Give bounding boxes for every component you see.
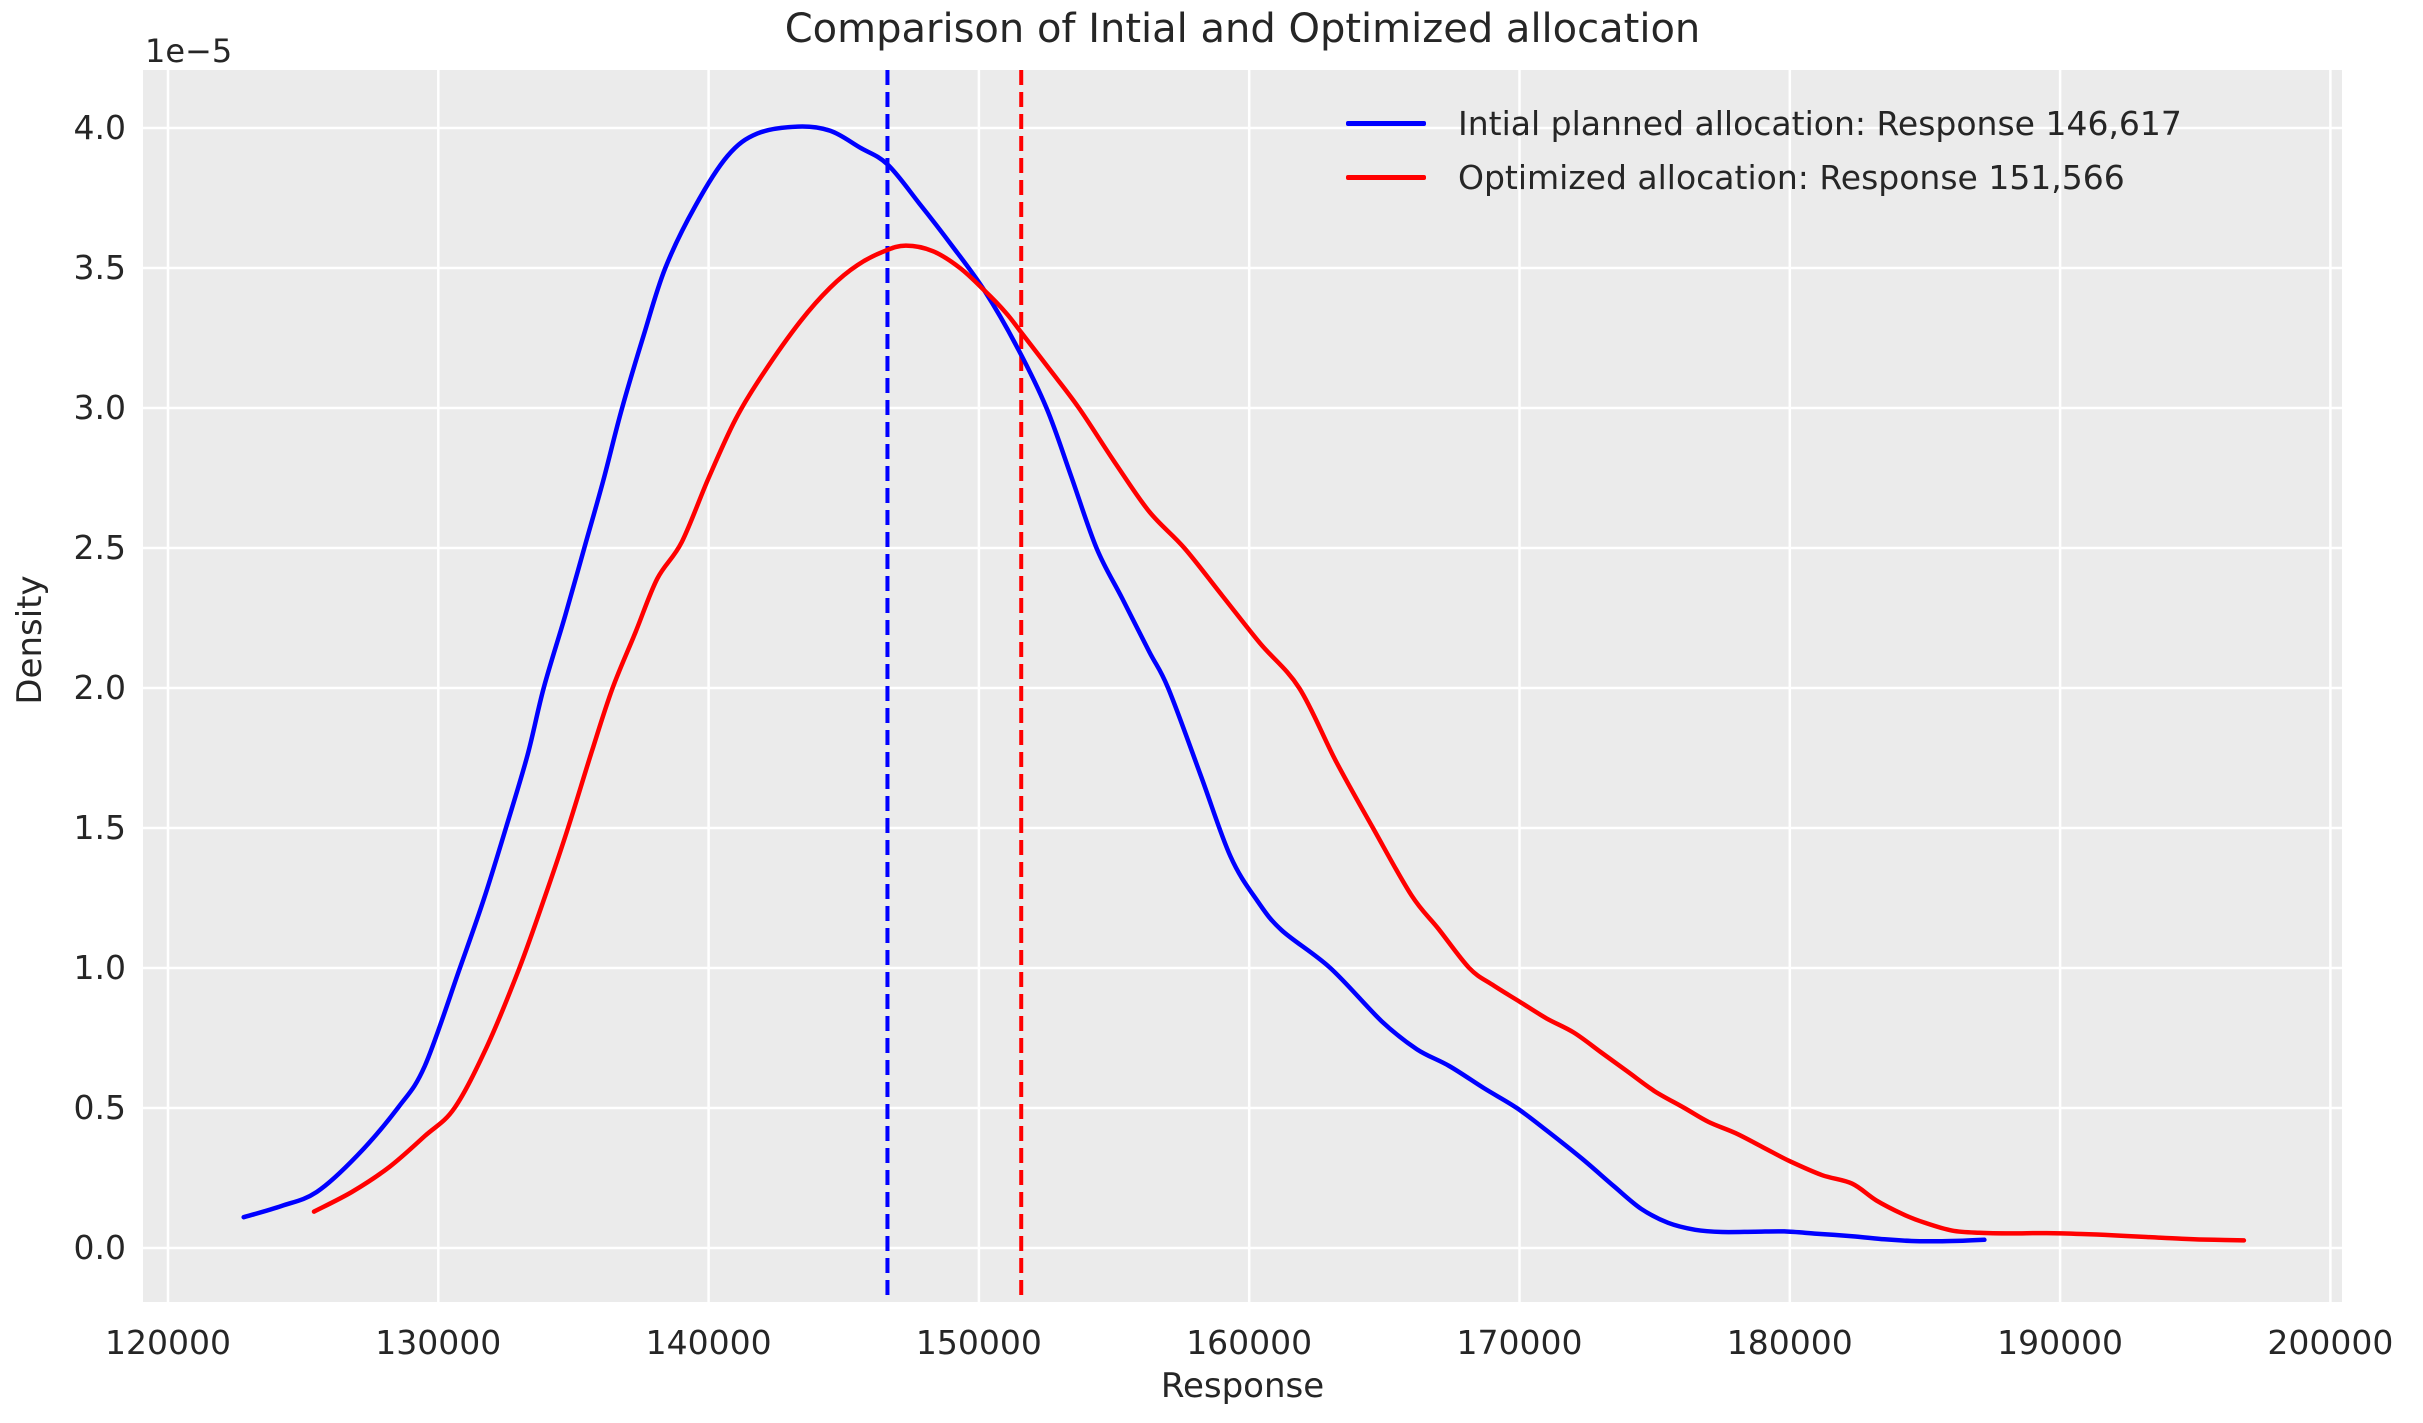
y-tick-label: 3.5 bbox=[73, 247, 126, 287]
legend-label-initial: Intial planned allocation: Response 146,… bbox=[1458, 103, 2182, 143]
density-curves bbox=[241, 124, 2247, 1244]
y-tick-label: 1.0 bbox=[73, 947, 126, 987]
x-tick-label: 120000 bbox=[105, 1323, 231, 1362]
x-axis-title: Response bbox=[1160, 1366, 1325, 1406]
axes-background bbox=[143, 70, 2342, 1302]
y-tick-label: 3.0 bbox=[73, 387, 126, 427]
x-tick-label: 170000 bbox=[1456, 1323, 1583, 1362]
y-tick-label: 2.5 bbox=[73, 527, 126, 567]
legend-item-initial: Intial planned allocation: Response 146,… bbox=[1346, 96, 2182, 150]
chart-title: Comparison of Intial and Optimized alloc… bbox=[784, 6, 1701, 52]
x-tick-label: 180000 bbox=[1726, 1323, 1853, 1362]
grid-lines bbox=[143, 70, 2342, 1302]
legend: Intial planned allocation: Response 146,… bbox=[1346, 96, 2182, 204]
density-curve-1 bbox=[311, 243, 2247, 1243]
mean-vlines bbox=[885, 70, 1024, 1302]
y-tick-label: 1.5 bbox=[73, 807, 126, 847]
y-tick-label: 2.0 bbox=[73, 667, 126, 707]
x-tick-label: 150000 bbox=[915, 1323, 1042, 1362]
density-curve-0 bbox=[241, 124, 1987, 1244]
legend-swatch-initial bbox=[1346, 120, 1426, 126]
y-tick-label: 4.0 bbox=[73, 107, 126, 147]
x-tick-label: 130000 bbox=[375, 1323, 502, 1362]
y-tick-label: 0.0 bbox=[73, 1227, 126, 1267]
legend-swatch-optimized bbox=[1346, 174, 1426, 180]
x-tick-label: 190000 bbox=[1997, 1323, 2124, 1362]
y-tick-label: 0.5 bbox=[73, 1087, 126, 1127]
legend-item-optimized: Optimized allocation: Response 151,566 bbox=[1346, 150, 2182, 204]
x-tick-label: 200000 bbox=[2267, 1323, 2394, 1362]
y-axis-title: Density bbox=[10, 575, 50, 705]
legend-label-optimized: Optimized allocation: Response 151,566 bbox=[1458, 157, 2125, 197]
y-axis-offset-label: 1e−5 bbox=[145, 32, 233, 70]
x-tick-label: 140000 bbox=[645, 1323, 772, 1362]
x-tick-label: 160000 bbox=[1186, 1323, 1313, 1362]
